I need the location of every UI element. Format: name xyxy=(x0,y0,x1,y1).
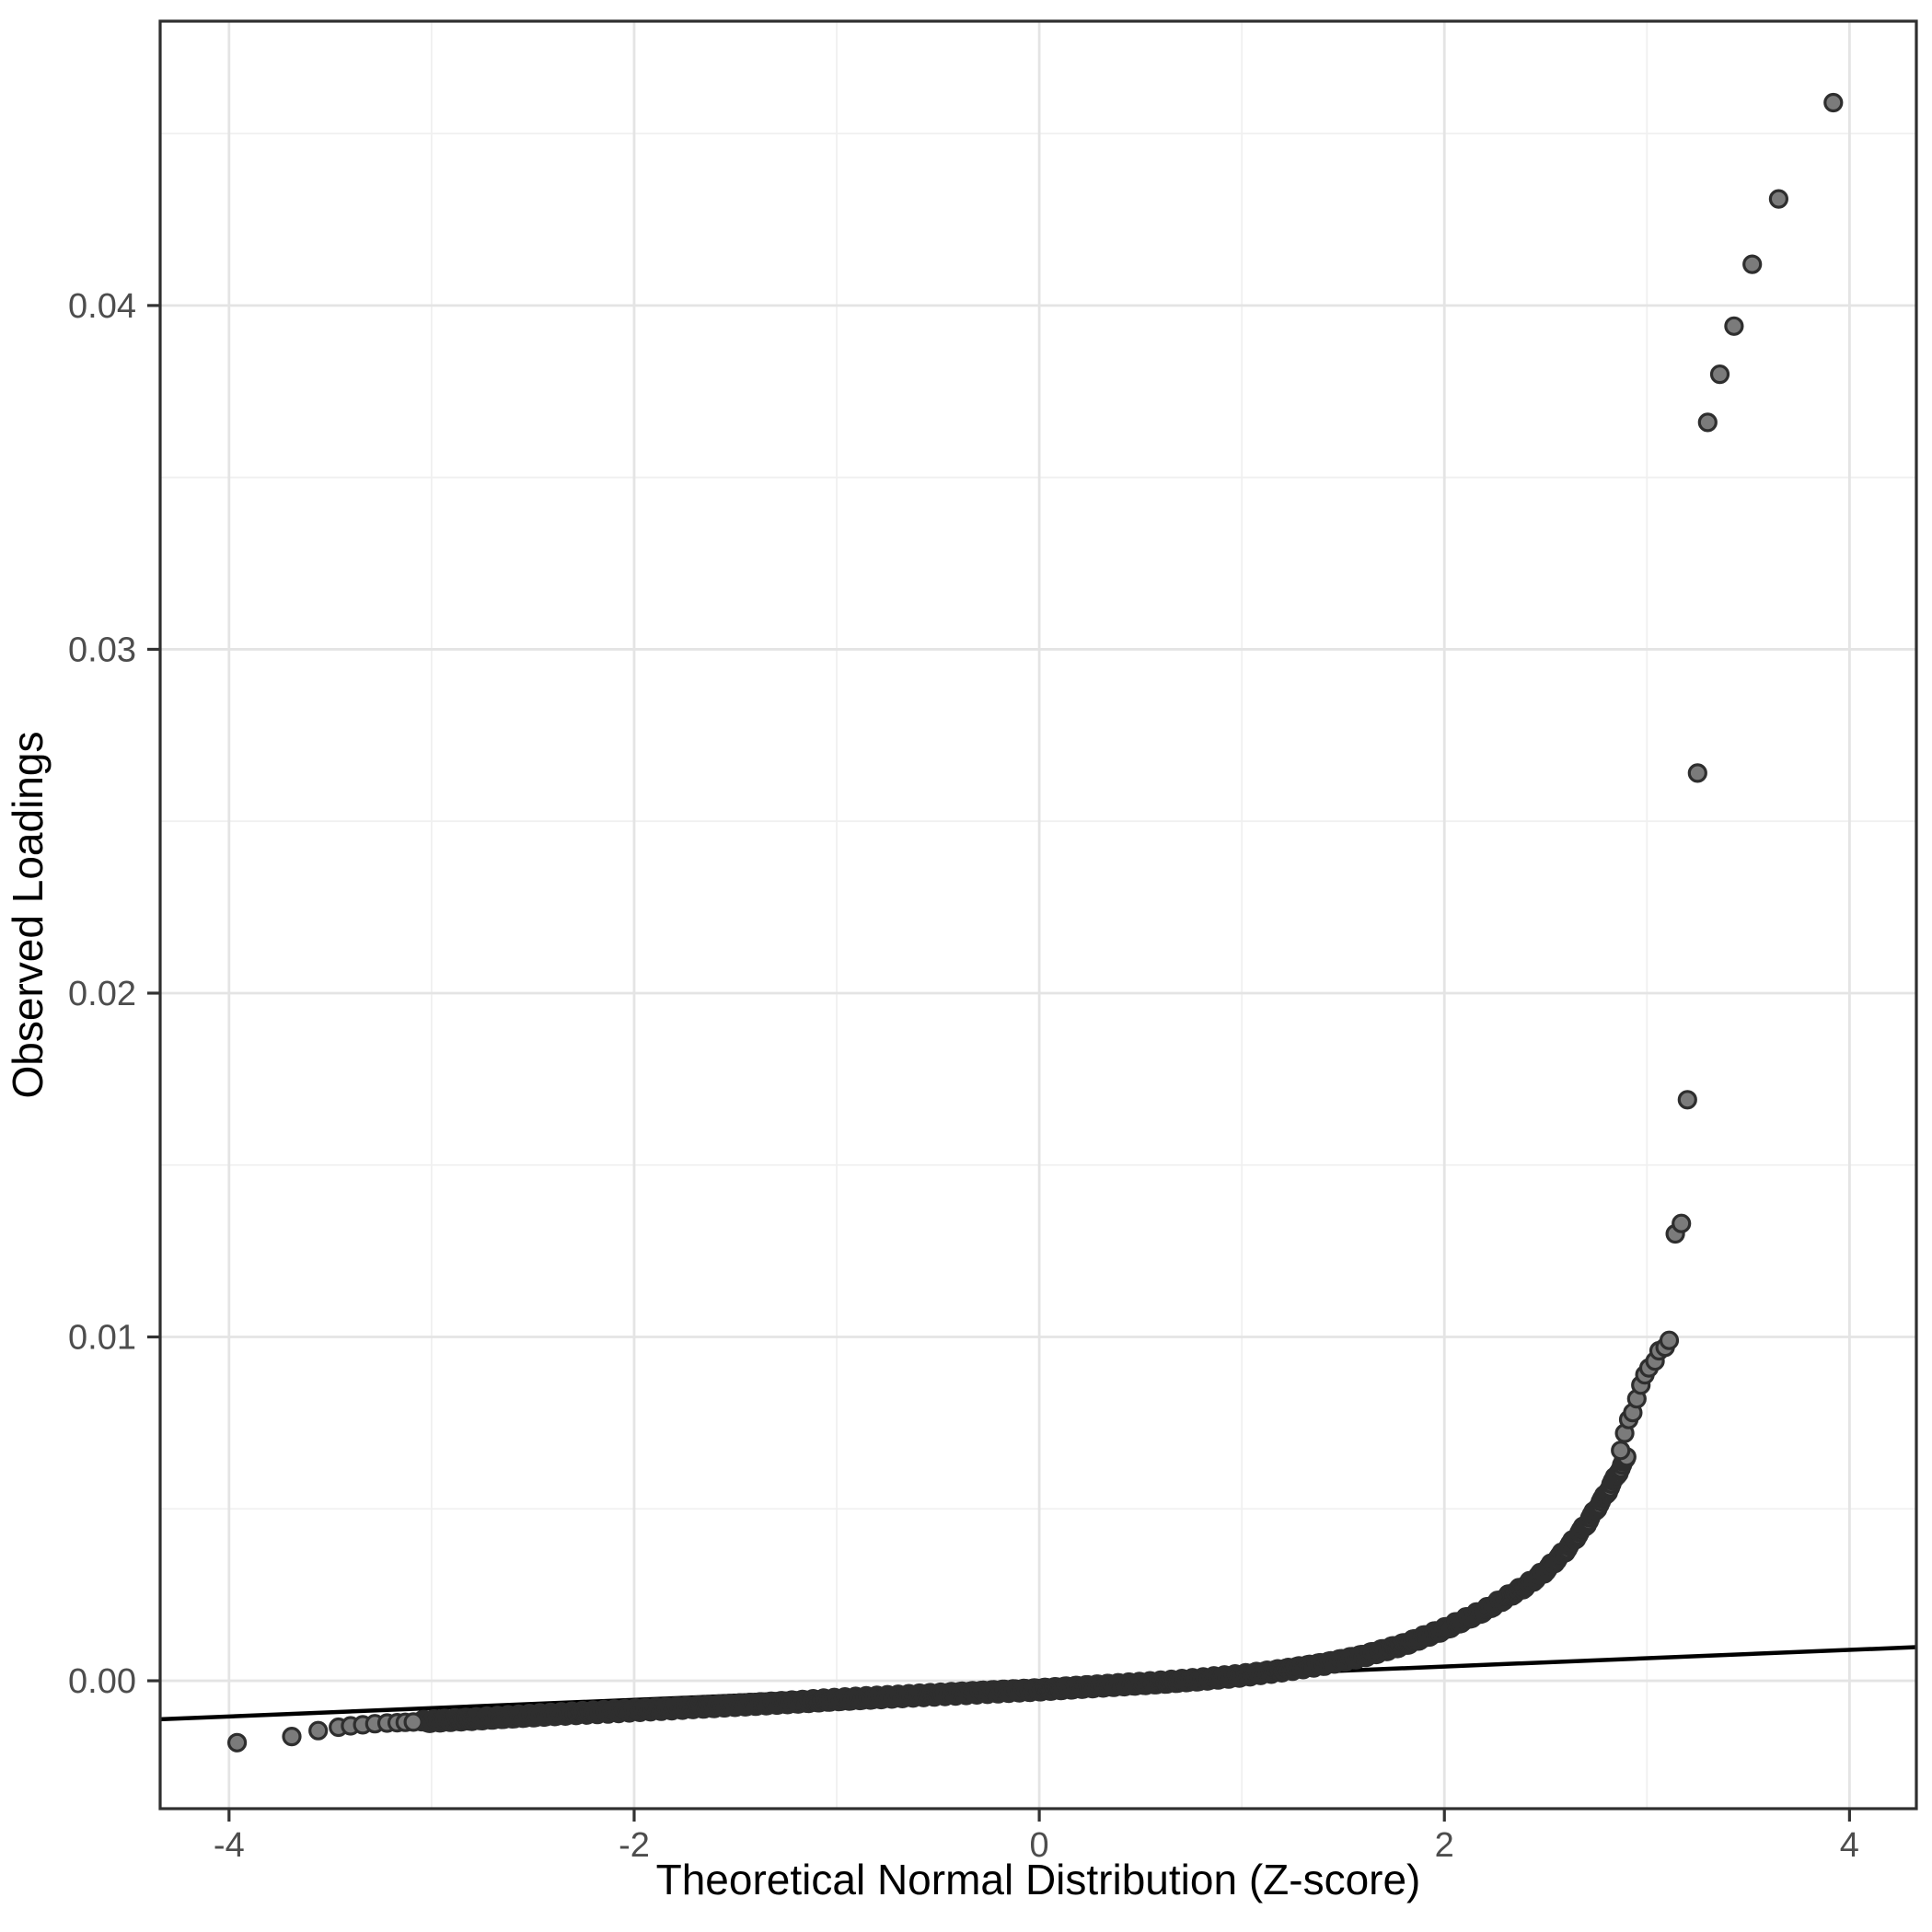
left-tail-point xyxy=(227,1732,248,1753)
y-tick-label: 0.01 xyxy=(68,1319,136,1358)
x-tick-label: -2 xyxy=(619,1826,650,1865)
left-tail-point xyxy=(403,1712,423,1732)
outlier-point xyxy=(1709,364,1730,385)
outlier-point xyxy=(1687,763,1707,783)
outlier-point xyxy=(1677,1090,1697,1110)
x-tick-label: 2 xyxy=(1435,1826,1454,1865)
x-tick-label: 4 xyxy=(1840,1826,1859,1865)
x-tick-label: -4 xyxy=(214,1826,245,1865)
y-tick-label: 0.00 xyxy=(68,1662,136,1701)
outlier-point xyxy=(1768,189,1789,209)
y-tick-label: 0.02 xyxy=(68,975,136,1013)
outlier-point xyxy=(1611,1440,1631,1461)
outlier-point xyxy=(1672,1213,1692,1233)
x-tick-label: 0 xyxy=(1030,1826,1049,1865)
left-tail-point xyxy=(308,1720,329,1741)
axis-tick-marks xyxy=(147,304,1851,1822)
outlier-point xyxy=(1823,92,1844,113)
qq-points-outliers xyxy=(1611,92,1844,1461)
left-tail-point xyxy=(282,1726,302,1747)
outlier-point xyxy=(1724,316,1744,336)
outlier-point xyxy=(1742,254,1763,274)
y-tick-label: 0.04 xyxy=(68,287,136,326)
axis-tick-labels: -4 -2 0 2 4 0.00 0.01 0.02 0.03 0.04 xyxy=(68,287,1859,1865)
y-axis-title: Observed Loadings xyxy=(4,732,52,1099)
x-axis-title: Theoretical Normal Distribution (Z-score… xyxy=(656,1856,1421,1903)
qq-points-left-tail xyxy=(227,1712,423,1753)
outlier-point xyxy=(1659,1330,1680,1350)
y-tick-label: 0.03 xyxy=(68,631,136,669)
outlier-point xyxy=(1697,412,1718,433)
qq-points-dense-band xyxy=(411,1447,1637,1733)
